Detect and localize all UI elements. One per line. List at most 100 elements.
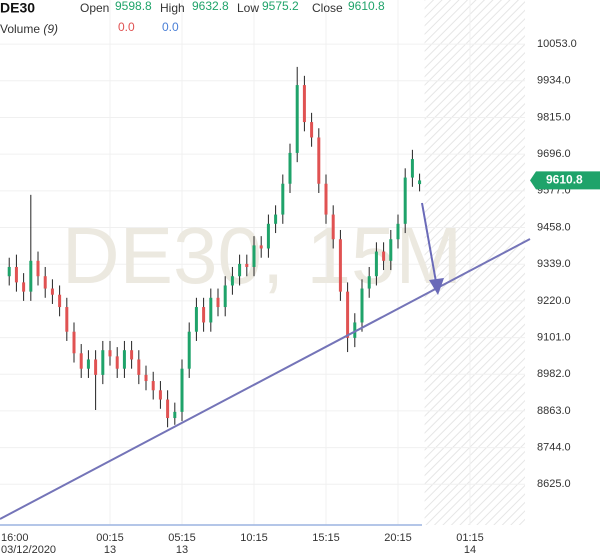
y-tick-label: 10053.0 [537,38,577,50]
candle-body [72,331,76,354]
candle-body [79,353,83,369]
candle-body [338,239,342,292]
candle-body [130,350,134,360]
candle-body [266,223,270,249]
candle-body [43,276,47,289]
y-tick-label: 9696.0 [537,148,571,160]
y-tick-label: 8982.0 [537,368,571,380]
candle-body [86,359,90,369]
candle-body [115,356,119,369]
ohlc-value: 9610.8 [348,0,385,13]
candle-body [187,331,191,369]
x-tick-label: 05:15 [168,532,196,544]
indicator-label: Volume [0,22,40,36]
candle-body [36,260,40,277]
candle-body [158,390,162,400]
candle-body [101,350,105,375]
candle-body [216,297,220,308]
candle-body [259,245,263,249]
y-tick-label: 9339.0 [537,258,571,270]
x-tick-sublabel: 03/12/2020 [1,544,56,556]
ohlc-value: 9598.8 [115,0,152,13]
candle-body [331,214,335,240]
candle-body [418,180,422,185]
candle-body [230,276,234,286]
candle-body [367,276,371,289]
x-tick-label: 01:15 [456,532,484,544]
x-tick-label: 15:15 [312,532,340,544]
candle-body [65,307,69,332]
candle-body [360,288,364,323]
candle-body [29,260,33,292]
candle-body [374,251,378,277]
candle-body [58,294,62,308]
indicator-readout: 0.0 [118,20,135,34]
candle-body [223,285,227,308]
y-tick-label: 9220.0 [537,295,571,307]
candle-body [245,263,249,267]
candle-body [353,322,357,338]
future-area [424,0,525,525]
symbol: DE30 [0,0,35,16]
candle-body [310,122,314,138]
y-tick-label: 9815.0 [537,111,571,123]
indicator-name: Volume (9) [0,22,58,36]
last-price-label: 9610.8 [546,173,583,187]
ohlc-label: Close [312,1,343,15]
x-tick-label: 16:00 [1,532,29,544]
candle-body [94,359,98,375]
candle-body [346,291,350,338]
candle-body [173,411,177,419]
y-tick-label: 8863.0 [537,405,571,417]
candle-body [302,85,306,123]
candle-body [22,282,26,292]
candle-body [194,307,198,332]
x-tick-label: 00:15 [96,532,124,544]
trend-line [0,238,531,520]
indicator-readout: 0.0 [162,20,179,34]
candle-body [281,183,285,215]
candle-body [382,251,386,261]
watermark: DE30, 15M [62,211,462,300]
candle-body [202,307,206,323]
x-tick-label: 10:15 [240,532,268,544]
candle-body [108,350,112,357]
x-tick-sublabel: 13 [176,544,188,556]
candle-body [122,350,126,369]
x-tick-sublabel: 14 [464,544,476,556]
y-tick-label: 9934.0 [537,75,571,87]
y-tick-label: 8625.0 [537,478,571,490]
candle-body [144,374,148,382]
candle-body [7,266,11,277]
indicator-param: (9) [43,22,58,36]
ohlc-label: Open [80,1,109,15]
y-tick-label: 9458.0 [537,221,571,233]
y-tick-label: 8744.0 [537,442,571,454]
candle-body [151,381,155,391]
candle-body [324,183,328,215]
candle-body [252,245,256,267]
candle-body [274,214,278,224]
candle-body [238,263,242,277]
candle-body [14,266,18,283]
y-tick-label: 9101.0 [537,331,571,343]
candle-body [288,152,292,184]
candle-body [166,399,170,419]
arrow-head [429,278,444,295]
ohlc-label: High [160,1,185,15]
candle-body [180,368,184,412]
ohlc-label: Low [237,1,259,15]
candle-body [295,85,299,153]
last-price-tag [530,171,600,190]
ohlc-value: 9575.2 [262,0,299,13]
candle-body [410,159,414,178]
candle-body [403,177,407,224]
candle-body [137,359,141,375]
ohlc-value: 9632.8 [192,0,229,13]
candle-body [317,137,321,184]
candle-body [396,223,400,240]
candle-body [50,288,54,295]
candle-body [209,297,213,323]
x-tick-sublabel: 13 [104,544,116,556]
